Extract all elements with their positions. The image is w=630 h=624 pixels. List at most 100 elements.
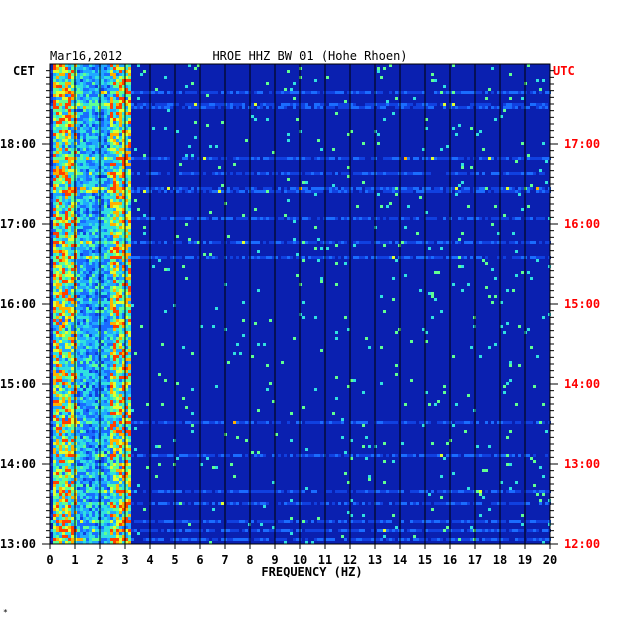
spectrogram-cell	[113, 109, 116, 112]
spectrogram-cell	[80, 361, 83, 364]
spectrogram-cell	[68, 118, 71, 121]
spectrogram-cell	[104, 67, 107, 70]
spectrogram-cell	[101, 406, 104, 409]
spectrogram-cell	[80, 379, 83, 382]
spectrogram-cell	[131, 256, 134, 259]
spectrogram-cell	[92, 169, 95, 172]
spectrogram-cell	[92, 76, 95, 79]
spectrogram-cell	[128, 166, 131, 169]
spectrogram-cell	[254, 118, 257, 121]
spectrogram-cell	[167, 106, 170, 109]
spectrogram-cell	[158, 256, 161, 259]
spectrogram-cell	[446, 145, 449, 148]
spectrogram-cell	[77, 115, 80, 118]
spectrogram-cell	[86, 259, 89, 262]
spectrogram-cell	[92, 310, 95, 313]
spectrogram-cell	[86, 418, 89, 421]
spectrogram-cell	[68, 325, 71, 328]
spectrogram-cell	[203, 157, 206, 160]
spectrogram-cell	[68, 157, 71, 160]
spectrogram-cell	[128, 157, 131, 160]
spectrogram-cell	[92, 91, 95, 94]
spectrogram-cell	[110, 229, 113, 232]
spectrogram-cell	[137, 103, 140, 106]
spectrogram-cell	[56, 304, 59, 307]
spectrogram-cell	[293, 82, 296, 85]
spectrogram-cell	[359, 190, 362, 193]
spectrogram-cell	[110, 286, 113, 289]
spectrogram-cell	[104, 373, 107, 376]
spectrogram-cell	[128, 220, 131, 223]
spectrogram-cell	[461, 166, 464, 169]
spectrogram-cell	[77, 130, 80, 133]
spectrogram-cell	[101, 127, 104, 130]
spectrogram-cell	[113, 205, 116, 208]
spectrogram-cell	[68, 85, 71, 88]
spectrogram-cell	[134, 217, 137, 220]
spectrogram-cell	[95, 388, 98, 391]
spectrogram-cell	[113, 139, 116, 142]
spectrogram-cell	[458, 184, 461, 187]
spectrogram-cell	[119, 349, 122, 352]
spectrogram-cell	[59, 265, 62, 268]
spectrogram-cell	[191, 91, 194, 94]
spectrogram-cell	[113, 112, 116, 115]
spectrogram-cell	[116, 343, 119, 346]
spectrogram-cell	[110, 253, 113, 256]
spectrogram-cell	[95, 97, 98, 100]
spectrogram-cell	[119, 223, 122, 226]
spectrogram-cell	[113, 148, 116, 151]
spectrogram-cell	[116, 418, 119, 421]
spectrogram-cell	[71, 190, 74, 193]
spectrogram-cell	[65, 397, 68, 400]
spectrogram-cell	[65, 91, 68, 94]
spectrogram-cell	[119, 190, 122, 193]
spectrogram-cell	[68, 382, 71, 385]
spectrogram-cell	[89, 295, 92, 298]
spectrogram-cell	[479, 103, 482, 106]
spectrogram-cell	[452, 283, 455, 286]
spectrogram-cell	[92, 412, 95, 415]
spectrogram-cell	[194, 421, 197, 424]
spectrogram-cell	[182, 217, 185, 220]
spectrogram-cell	[296, 118, 299, 121]
spectrogram-cell	[122, 178, 125, 181]
spectrogram-cell	[62, 160, 65, 163]
spectrogram-cell	[110, 352, 113, 355]
spectrogram-cell	[512, 106, 515, 109]
spectrogram-cell	[83, 295, 86, 298]
spectrogram-cell	[110, 79, 113, 82]
spectrogram-cell	[71, 169, 74, 172]
spectrogram-cell	[56, 154, 59, 157]
spectrogram-cell	[119, 121, 122, 124]
spectrogram-cell	[53, 367, 56, 370]
spectrogram-cell	[122, 100, 125, 103]
spectrogram-cell	[59, 274, 62, 277]
spectrogram-cell	[83, 376, 86, 379]
spectrogram-cell	[101, 415, 104, 418]
spectrogram-cell	[56, 178, 59, 181]
spectrogram-cell	[119, 361, 122, 364]
spectrogram-cell	[95, 211, 98, 214]
spectrogram-cell	[509, 241, 512, 244]
spectrogram-cell	[125, 145, 128, 148]
spectrogram-cell	[86, 346, 89, 349]
spectrogram-cell	[521, 187, 524, 190]
spectrogram-cell	[422, 103, 425, 106]
spectrogram-cell	[233, 103, 236, 106]
spectrogram-cell	[80, 172, 83, 175]
spectrogram-cell	[332, 421, 335, 424]
spectrogram-cell	[83, 280, 86, 283]
spectrogram-cell	[95, 88, 98, 91]
spectrogram-cell	[65, 403, 68, 406]
spectrogram-cell	[62, 283, 65, 286]
spectrogram-cell	[116, 316, 119, 319]
spectrogram-cell	[461, 232, 464, 235]
spectrogram-cell	[125, 313, 128, 316]
spectrogram-cell	[116, 229, 119, 232]
spectrogram-cell	[113, 130, 116, 133]
spectrogram-cell	[461, 106, 464, 109]
spectrogram-cell	[101, 388, 104, 391]
spectrogram-cell	[80, 448, 83, 451]
spectrogram-cell	[287, 241, 290, 244]
